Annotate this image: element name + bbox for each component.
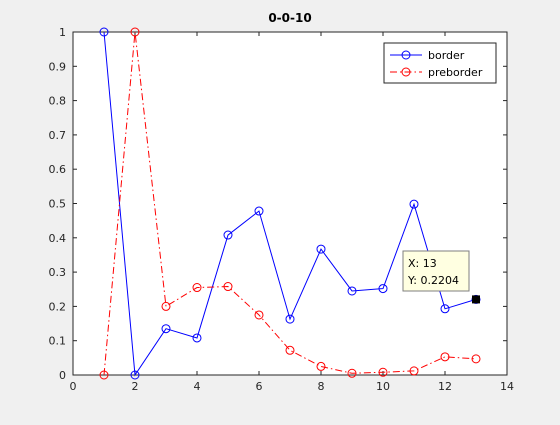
data-point-preborder[interactable] [378, 367, 388, 377]
series-line-border [103, 31, 477, 377]
data-point-preborder[interactable] [409, 366, 419, 376]
data-point-preborder[interactable] [99, 370, 109, 380]
data-point-preborder[interactable] [130, 27, 140, 37]
x-tick-label: 14 [500, 380, 514, 393]
series-line-preborder [103, 31, 477, 376]
datatip-box[interactable] [402, 250, 470, 292]
data-point-preborder[interactable] [440, 352, 450, 362]
data-point-border[interactable] [223, 230, 233, 240]
y-tick-label: 0.4 [49, 232, 67, 245]
y-tick-label: 0.5 [49, 198, 67, 211]
chart-title: 0-0-10 [268, 11, 311, 25]
y-tick-label: 0.9 [49, 60, 67, 73]
x-tick-label: 10 [376, 380, 390, 393]
data-point-border[interactable] [316, 244, 326, 254]
data-point-preborder[interactable] [223, 282, 233, 292]
datatip-anchor-marker[interactable] [472, 295, 480, 304]
data-point-preborder[interactable] [471, 354, 481, 364]
data-point-preborder[interactable] [347, 368, 357, 378]
y-tick-label: 0 [59, 369, 66, 382]
y-tick-label: 0.1 [49, 335, 67, 348]
y-tick-label: 0.8 [49, 95, 67, 108]
data-point-preborder[interactable] [192, 283, 202, 293]
y-tick-label: 1 [59, 26, 66, 39]
y-tick-label: 0.3 [49, 266, 67, 279]
data-point-border[interactable] [99, 27, 109, 37]
datatip-x-label: X: 13 [408, 257, 437, 270]
y-tick-label: 0.2 [49, 300, 67, 313]
data-point-border[interactable] [347, 286, 357, 296]
datatip-y-label: Y: 0.2204 [407, 274, 459, 287]
data-point-preborder[interactable] [316, 361, 326, 371]
x-tick-label: 12 [438, 380, 452, 393]
x-tick-label: 8 [318, 380, 325, 393]
data-point-border[interactable] [440, 304, 450, 314]
data-point-border[interactable] [130, 370, 140, 380]
x-tick-label: 2 [132, 380, 139, 393]
legend-marker-preborder [401, 67, 411, 77]
data-point-preborder[interactable] [285, 345, 295, 355]
data-point-preborder[interactable] [254, 310, 264, 320]
y-tick-label: 0.7 [49, 129, 67, 142]
x-tick-label: 4 [194, 380, 201, 393]
x-tick-label: 6 [256, 380, 263, 393]
legend-box [383, 42, 497, 84]
data-point-preborder[interactable] [161, 301, 171, 311]
legend-label-border: border [428, 49, 465, 62]
data-point-border[interactable] [409, 199, 419, 209]
data-point-border[interactable] [285, 314, 295, 324]
y-tick-label: 0.6 [49, 163, 67, 176]
data-point-border[interactable] [378, 284, 388, 294]
legend-marker-border [401, 50, 411, 60]
legend-label-preborder: preborder [428, 66, 483, 79]
data-point-border[interactable] [192, 333, 202, 343]
data-point-border[interactable] [161, 324, 171, 334]
data-point-border[interactable] [254, 206, 264, 216]
x-tick-label: 0 [70, 380, 77, 393]
